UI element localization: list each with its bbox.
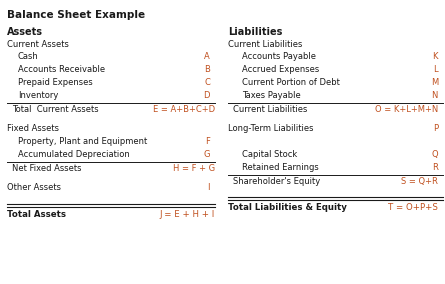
Text: Q: Q	[431, 150, 438, 159]
Text: J = E + H + I: J = E + H + I	[160, 210, 215, 219]
Text: B: B	[204, 65, 210, 74]
Text: K: K	[433, 52, 438, 61]
Text: M: M	[431, 78, 438, 87]
Text: Shareholder's Equity: Shareholder's Equity	[233, 177, 320, 186]
Text: N: N	[432, 91, 438, 100]
Text: Balance Sheet Example: Balance Sheet Example	[7, 10, 145, 20]
Text: Current Portion of Debt: Current Portion of Debt	[242, 78, 340, 87]
Text: Net Fixed Assets: Net Fixed Assets	[12, 164, 81, 173]
Text: Taxes Payable: Taxes Payable	[242, 91, 301, 100]
Text: Capital Stock: Capital Stock	[242, 150, 297, 159]
Text: Current Liabilities: Current Liabilities	[228, 40, 302, 49]
Text: Accumulated Depreciation: Accumulated Depreciation	[18, 150, 130, 159]
Text: Inventory: Inventory	[18, 91, 58, 100]
Text: E = A+B+C+D: E = A+B+C+D	[153, 105, 215, 114]
Text: Long-Term Liabilities: Long-Term Liabilities	[228, 124, 313, 133]
Text: I: I	[207, 183, 210, 192]
Text: H = F + G: H = F + G	[173, 164, 215, 173]
Text: S = Q+R: S = Q+R	[401, 177, 438, 186]
Text: Fixed Assets: Fixed Assets	[7, 124, 59, 133]
Text: R: R	[432, 163, 438, 172]
Text: Retained Earnings: Retained Earnings	[242, 163, 319, 172]
Text: A: A	[204, 52, 210, 61]
Text: Liabilities: Liabilities	[228, 27, 283, 37]
Text: Cash: Cash	[18, 52, 39, 61]
Text: Current Assets: Current Assets	[7, 40, 69, 49]
Text: Assets: Assets	[7, 27, 43, 37]
Text: Total  Current Assets: Total Current Assets	[12, 105, 99, 114]
Text: Accounts Receivable: Accounts Receivable	[18, 65, 105, 74]
Text: T = O+P+S: T = O+P+S	[388, 203, 438, 212]
Text: O = K+L+M+N: O = K+L+M+N	[375, 105, 438, 114]
Text: D: D	[203, 91, 210, 100]
Text: Total Assets: Total Assets	[7, 210, 66, 219]
Text: Property, Plant and Equipment: Property, Plant and Equipment	[18, 137, 147, 146]
Text: Other Assets: Other Assets	[7, 183, 61, 192]
Text: L: L	[433, 65, 438, 74]
Text: P: P	[433, 124, 438, 133]
Text: Accounts Payable: Accounts Payable	[242, 52, 316, 61]
Text: G: G	[203, 150, 210, 159]
Text: Accrued Expenses: Accrued Expenses	[242, 65, 319, 74]
Text: C: C	[204, 78, 210, 87]
Text: F: F	[205, 137, 210, 146]
Text: Total Liabilities & Equity: Total Liabilities & Equity	[228, 203, 347, 212]
Text: Current Liabilities: Current Liabilities	[233, 105, 307, 114]
Text: Prepaid Expenses: Prepaid Expenses	[18, 78, 93, 87]
